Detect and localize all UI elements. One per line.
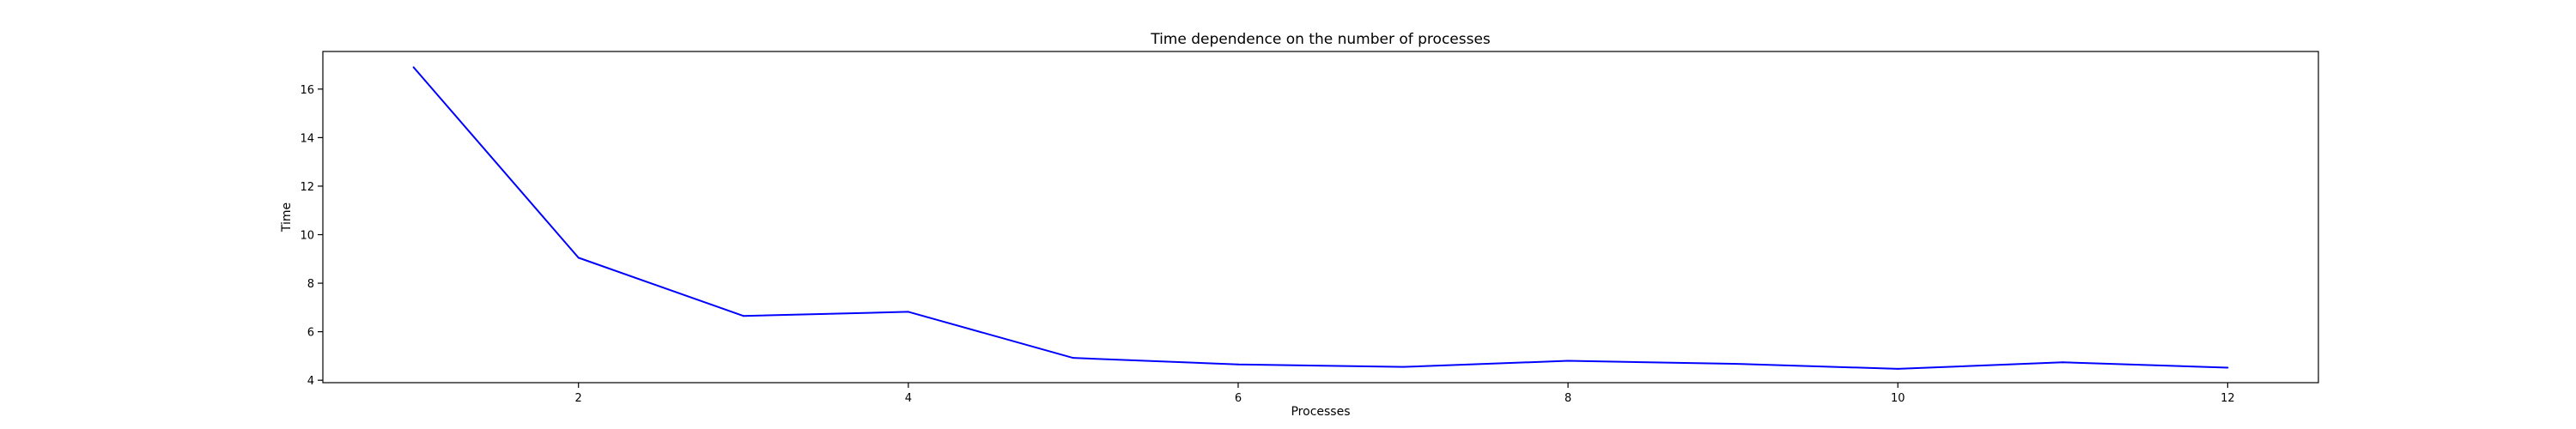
x-tick-label: 8 [1564, 392, 1571, 405]
data-point [1732, 362, 1735, 365]
x-tick-label: 2 [575, 392, 582, 405]
x-tick-label: 6 [1235, 392, 1242, 405]
data-point [2227, 366, 2229, 369]
y-tick-label: 4 [307, 375, 314, 388]
y-axis: 4 6 8 10 12 14 16 [300, 84, 323, 388]
data-point [2062, 361, 2064, 364]
y-tick-label: 14 [300, 132, 314, 145]
x-tick-label: 10 [1891, 392, 1905, 405]
data-point [907, 311, 909, 313]
y-tick-label: 10 [300, 230, 314, 243]
x-axis-label: Processes [1291, 405, 1350, 419]
data-point [1897, 367, 1899, 370]
x-tick-label: 12 [2221, 392, 2235, 405]
chart-title: Time dependence on the number of process… [1150, 31, 1491, 48]
data-point [577, 257, 580, 259]
y-tick-label: 16 [300, 84, 314, 97]
x-tick-label: 4 [905, 392, 912, 405]
y-axis-label: Time [280, 202, 294, 233]
data-point [1236, 363, 1239, 366]
x-axis: 2 4 6 8 10 12 [575, 383, 2235, 405]
data-point [742, 315, 744, 317]
data-point [1072, 357, 1074, 360]
series-layer [412, 66, 2229, 370]
y-tick-label: 8 [307, 278, 314, 291]
data-point [412, 66, 415, 69]
data-point [1402, 366, 1405, 368]
y-tick-label: 6 [307, 327, 314, 340]
y-tick-label: 12 [300, 181, 314, 194]
plot-area-frame [322, 51, 2319, 384]
series-line [412, 66, 2228, 370]
data-point [1567, 360, 1570, 362]
